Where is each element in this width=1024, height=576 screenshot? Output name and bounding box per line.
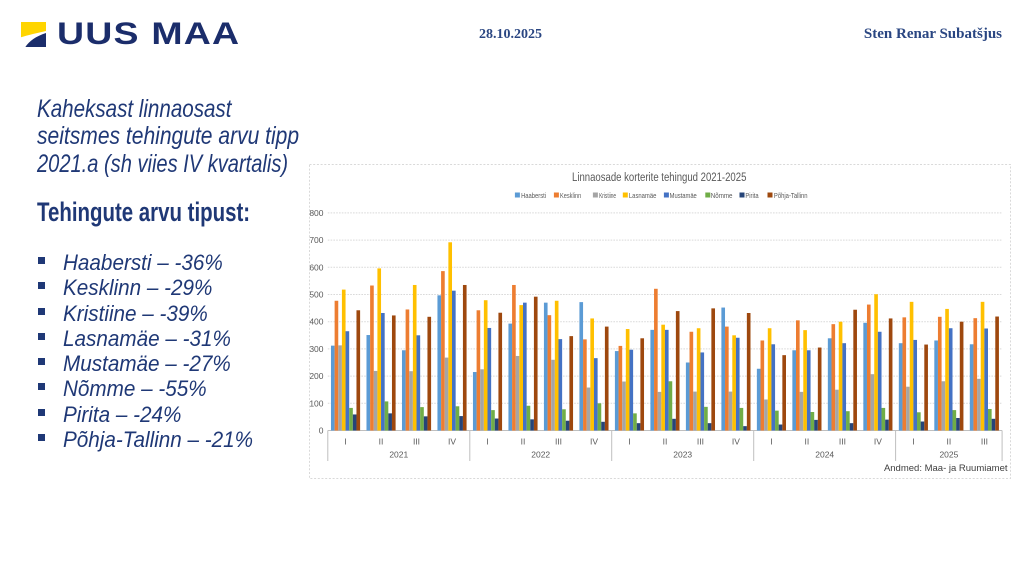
svg-text:200: 200 [309, 371, 323, 381]
svg-text:700: 700 [309, 235, 323, 245]
svg-text:2024: 2024 [815, 449, 834, 459]
svg-text:Mustamäe: Mustamäe [669, 191, 696, 200]
svg-text:Nõmme: Nõmme [710, 191, 732, 200]
svg-text:Haabersti: Haabersti [521, 191, 546, 200]
svg-text:I: I [486, 436, 488, 446]
svg-text:100: 100 [309, 398, 323, 408]
svg-text:II: II [946, 436, 951, 446]
svg-text:400: 400 [309, 316, 323, 326]
svg-text:Kristiine: Kristiine [599, 191, 616, 200]
svg-text:2025: 2025 [939, 449, 958, 459]
svg-text:III: III [696, 436, 703, 446]
svg-text:I: I [344, 436, 346, 446]
svg-text:2023: 2023 [673, 449, 692, 459]
svg-text:0: 0 [318, 425, 323, 435]
svg-text:III: III [412, 436, 419, 446]
svg-text:I: I [628, 436, 630, 446]
svg-text:Linnaosade korterite tehingud: Linnaosade korterite tehingud 2021-2025 [572, 169, 747, 183]
svg-text:II: II [662, 436, 667, 446]
svg-text:III: III [554, 436, 561, 446]
svg-text:2021: 2021 [389, 449, 408, 459]
svg-text:Pirita: Pirita [745, 191, 759, 200]
svg-text:II: II [520, 436, 525, 446]
svg-text:800: 800 [309, 207, 323, 217]
svg-text:I: I [770, 436, 772, 446]
svg-text:III: III [980, 436, 987, 446]
svg-text:II: II [378, 436, 383, 446]
svg-text:300: 300 [309, 343, 323, 353]
svg-text:2022: 2022 [531, 449, 550, 459]
svg-text:IV: IV [731, 436, 739, 446]
svg-text:Kesklinn: Kesklinn [560, 191, 581, 200]
svg-text:IV: IV [447, 436, 455, 446]
svg-text:I: I [912, 436, 914, 446]
svg-text:600: 600 [309, 262, 323, 272]
svg-text:IV: IV [873, 436, 881, 446]
svg-text:Lasnamäe: Lasnamäe [628, 191, 656, 200]
svg-text:500: 500 [309, 289, 323, 299]
svg-text:III: III [838, 436, 845, 446]
svg-text:II: II [804, 436, 809, 446]
svg-text:IV: IV [589, 436, 597, 446]
svg-text:Põhja-Tallinn: Põhja-Tallinn [773, 191, 807, 200]
